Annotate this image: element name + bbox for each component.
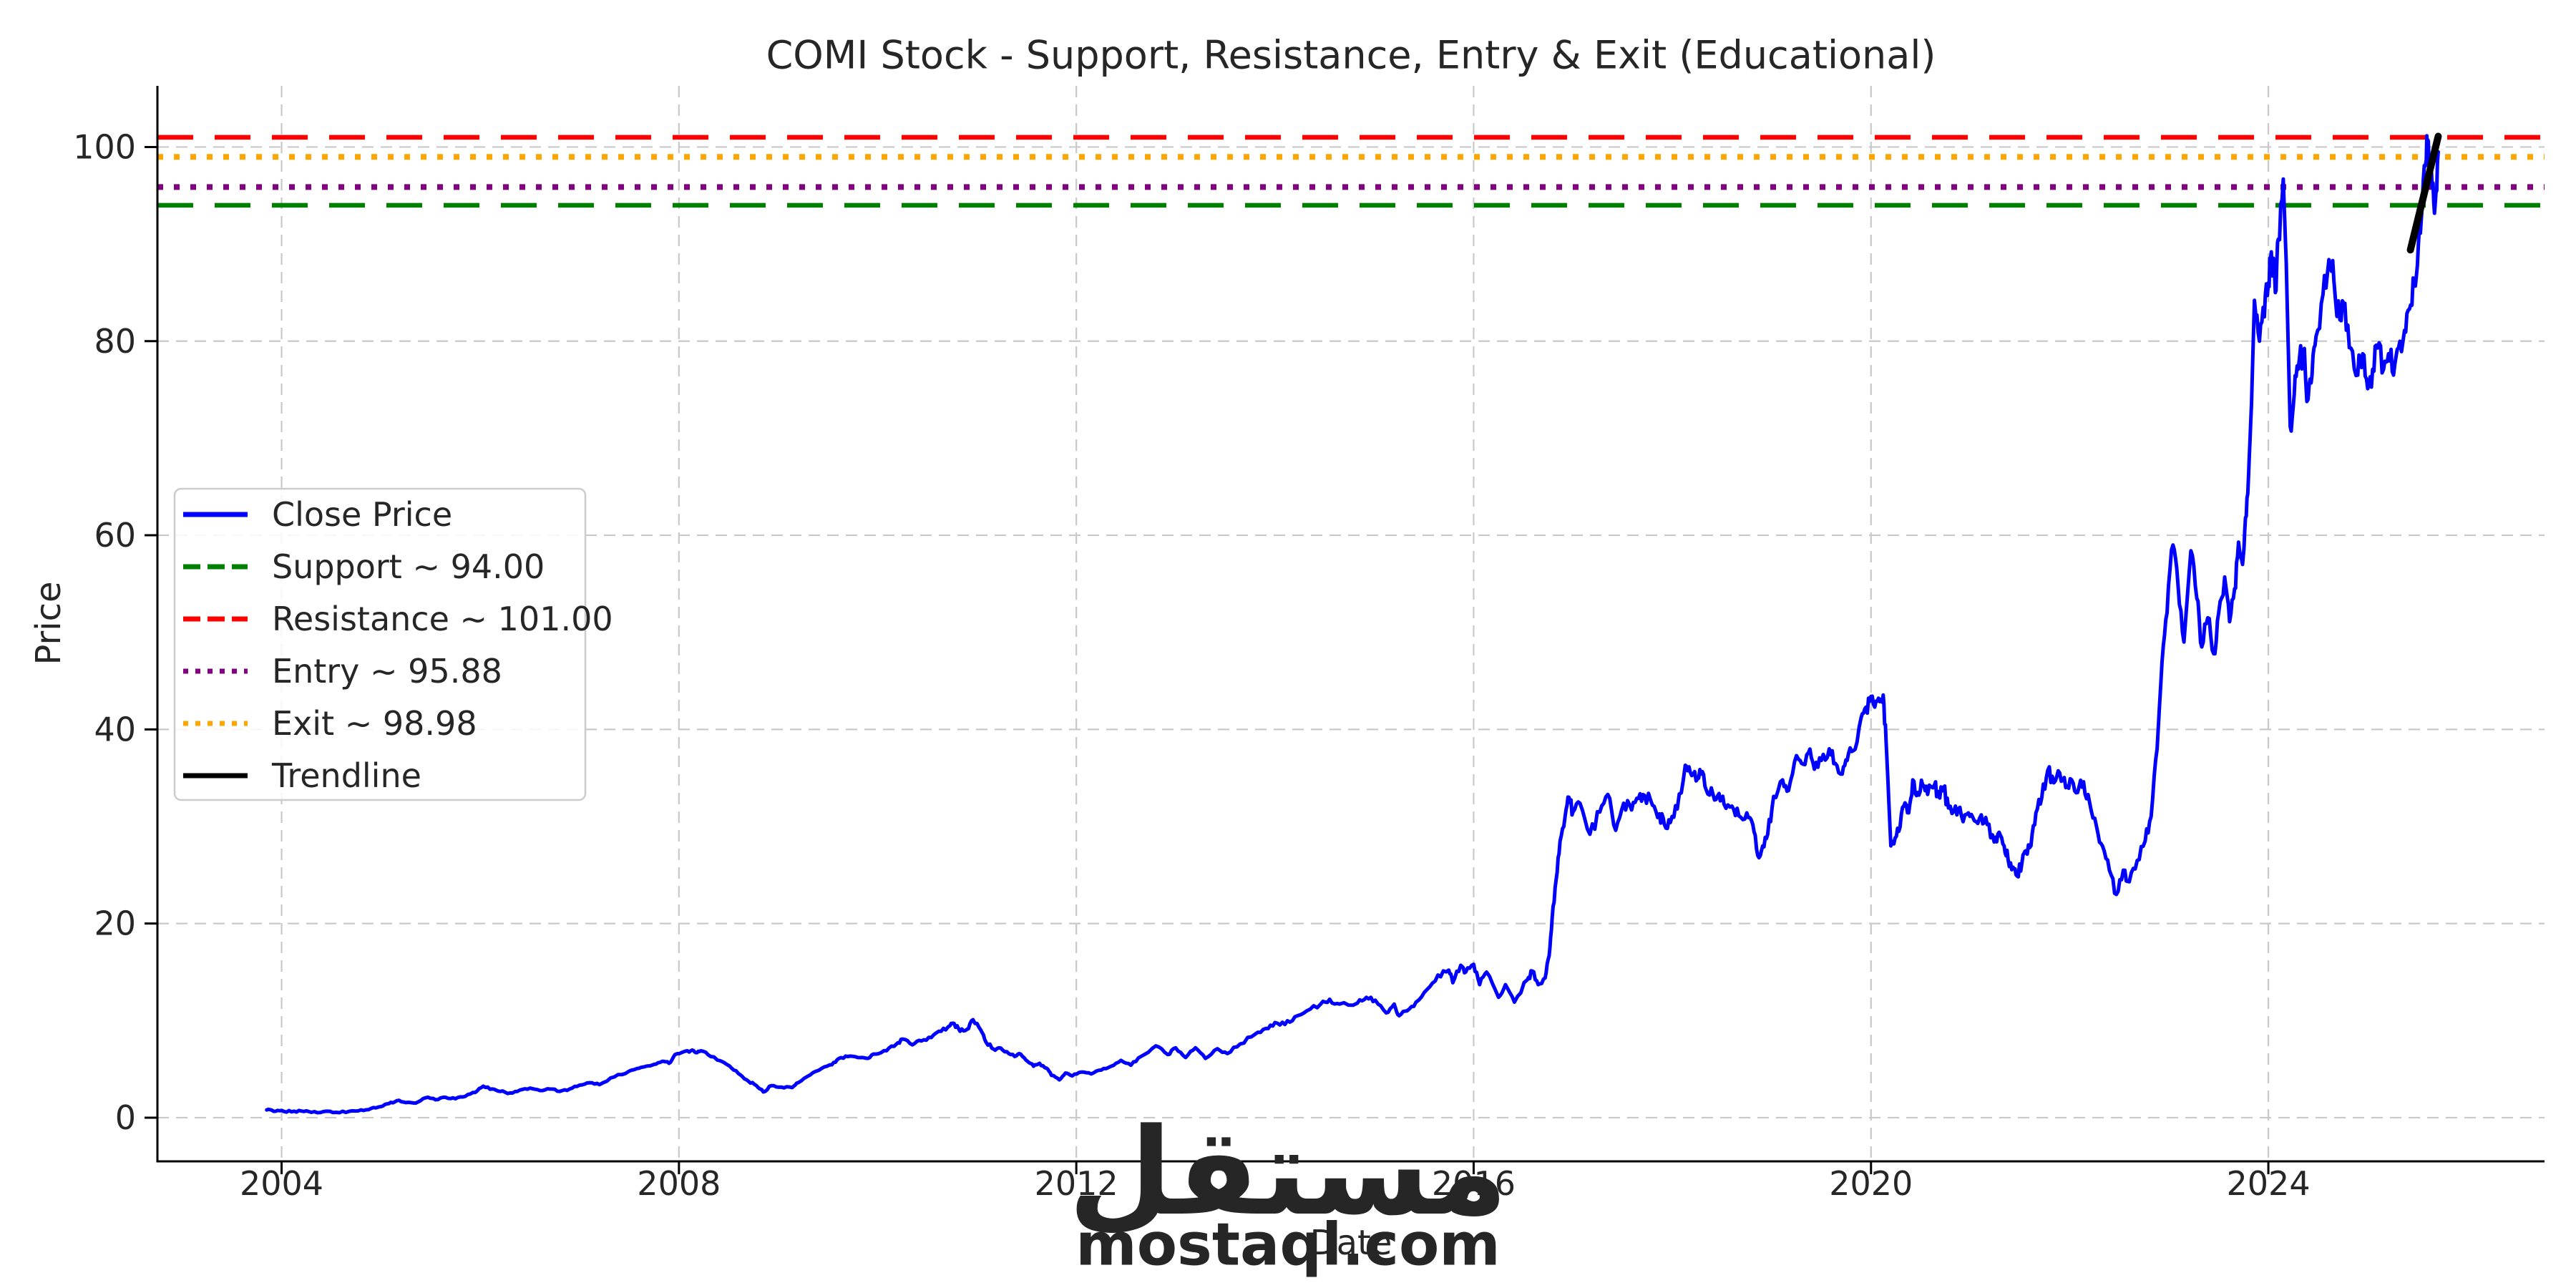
y-tick-label: 100 <box>73 127 136 166</box>
legend-item-label: Exit ~ 98.98 <box>272 704 477 743</box>
close-price-line <box>265 134 2440 1115</box>
legend-item-label: Trendline <box>271 756 421 795</box>
y-tick-label: 40 <box>94 710 136 748</box>
trendline <box>2406 132 2442 254</box>
y-tick-label: 80 <box>94 322 136 361</box>
y-tick-label: 20 <box>94 904 136 943</box>
trendline-segment <box>2406 132 2442 254</box>
y-tick-label: 60 <box>94 516 136 555</box>
legend-box <box>173 487 587 801</box>
x-tick-label: 2016 <box>1432 1164 1516 1203</box>
legend-item-label: Support ~ 94.00 <box>272 547 545 586</box>
chart-title: COMI Stock - Support, Resistance, Entry … <box>766 33 1936 78</box>
y-axis-label: Price <box>29 581 69 665</box>
x-axis-label: Date <box>1310 1223 1392 1263</box>
legend: Close Price Support ~ 94.00 Resistance ~ 1… <box>173 487 613 801</box>
watermark-arabic-text: مستقل <box>1068 1102 1508 1242</box>
axis-spines <box>145 86 2545 1174</box>
legend-item-label: Close Price <box>272 495 452 534</box>
watermark-site-text: mostaql.com <box>1075 1211 1500 1279</box>
x-tick-label: 2004 <box>240 1164 323 1203</box>
close-price-path <box>265 134 2440 1115</box>
x-tick-label: 2020 <box>1829 1164 1913 1203</box>
watermark: مستقل mostaql.com <box>1068 1102 1508 1279</box>
legend-item-label: Resistance ~ 101.00 <box>272 600 613 638</box>
tick-labels: 2004 2008 2012 2016 2020 2024 0 20 40 60 80 100 <box>73 127 2310 1203</box>
level-lines <box>157 135 2545 208</box>
x-tick-label: 2012 <box>1035 1164 1118 1203</box>
x-tick-label: 2008 <box>637 1164 721 1203</box>
x-tick-label: 2024 <box>2227 1164 2311 1203</box>
y-tick-label: 0 <box>115 1098 136 1137</box>
legend-item-label: Entry ~ 95.88 <box>272 652 502 691</box>
